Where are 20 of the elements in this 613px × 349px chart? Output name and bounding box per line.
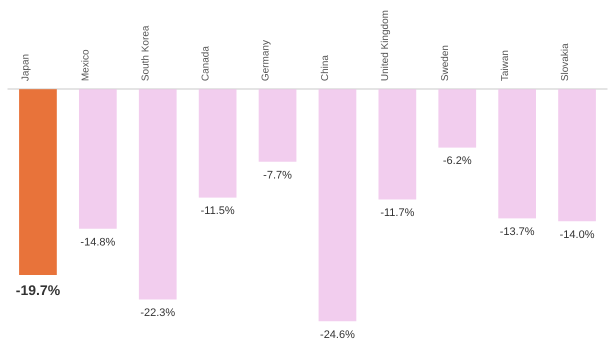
x-tick-label: Taiwan bbox=[500, 50, 511, 82]
x-tick-label: China bbox=[320, 54, 332, 82]
x-tick-label: Canada bbox=[200, 46, 212, 82]
data-label: -14.8% bbox=[80, 236, 116, 248]
data-label: -14.0% bbox=[560, 228, 595, 241]
x-tick-label: Japan bbox=[20, 54, 32, 82]
x-tick-label: Sweden bbox=[440, 45, 451, 82]
data-label: -19.7% bbox=[16, 282, 61, 298]
data-label: -22.3% bbox=[140, 307, 176, 320]
x-tick-label: Slovakia bbox=[560, 42, 571, 82]
x-tick-label: Mexico bbox=[80, 49, 92, 82]
data-label: -11.5% bbox=[200, 205, 235, 218]
x-tick-label: United Kingdom bbox=[380, 10, 392, 82]
x-tick-label: Germany bbox=[260, 40, 272, 82]
data-label: -6.2% bbox=[442, 155, 472, 168]
data-label: -11.7% bbox=[380, 207, 415, 220]
data-label: -7.7% bbox=[263, 169, 292, 182]
x-tick-label: South Korea bbox=[140, 25, 152, 82]
data-label: -13.7% bbox=[500, 226, 535, 238]
data-label: -24.6% bbox=[320, 328, 356, 341]
